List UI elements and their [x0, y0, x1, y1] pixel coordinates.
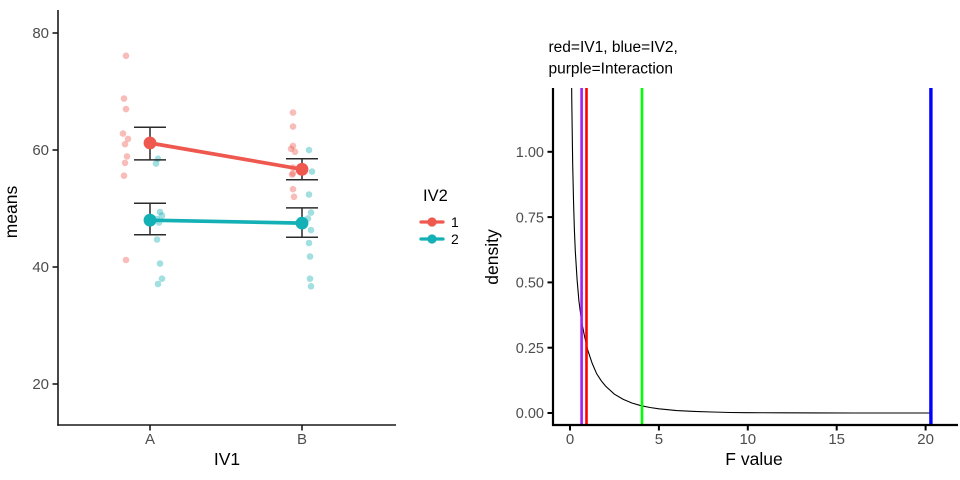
jitter-point — [158, 275, 166, 283]
jitter-point — [287, 145, 295, 153]
jitter-point — [121, 159, 129, 167]
jitter-point — [289, 170, 297, 177]
f-density-plot: 0 5 10 15 20 0.00 0.25 0.50 0.75 1.00 F value densi… — [482, 39, 958, 469]
jitter-point — [156, 260, 164, 267]
plot-title-line: red=IV1, blue=IV2, — [549, 39, 678, 56]
legend-key-point — [427, 234, 437, 244]
mean-point — [295, 162, 309, 176]
plot-title-line: purple=Interaction — [549, 61, 674, 78]
density-curve — [571, 88, 931, 414]
jitter-point — [291, 148, 299, 156]
y-tick-label: 40 — [32, 259, 49, 276]
x-tick-label: B — [297, 431, 307, 448]
jitter-point — [121, 140, 129, 148]
x-tick-label: 0 — [566, 431, 574, 448]
jitter-point — [153, 236, 161, 243]
jitter-point — [290, 193, 298, 201]
y-axis-title: means — [1, 185, 21, 238]
jitter-point — [152, 160, 160, 167]
jitter-point — [120, 95, 128, 102]
legend-item-label: 1 — [451, 214, 459, 230]
x-axis-title: F value — [725, 449, 782, 469]
y-tick-label: 20 — [32, 376, 49, 393]
x-tick-label: 15 — [828, 431, 845, 448]
jitter-point — [288, 171, 296, 178]
jitter-point — [305, 146, 313, 154]
jitter-point — [305, 191, 313, 198]
y-tick-label: 80 — [32, 25, 49, 42]
jitter-point — [289, 185, 297, 193]
jitter-point — [156, 208, 164, 216]
y-tick-label: 0.75 — [516, 210, 544, 226]
series-line — [148, 141, 304, 172]
x-axis-title: IV1 — [214, 449, 240, 469]
jitter-point — [119, 130, 127, 137]
jitter-point — [122, 52, 130, 60]
legend-title: IV2 — [423, 187, 448, 205]
jitter-point — [124, 135, 132, 143]
mean-point — [143, 136, 157, 150]
jitter-point — [120, 172, 128, 179]
jitter-point — [306, 253, 314, 260]
mean-point — [143, 213, 157, 227]
jitter-point — [307, 209, 315, 216]
x-tick-label: 5 — [655, 431, 663, 448]
x-tick-label: 10 — [739, 431, 756, 448]
jitter-point — [307, 283, 315, 290]
jitter-point — [306, 275, 314, 283]
y-tick-label: 0.50 — [516, 276, 544, 292]
jitter-point — [154, 280, 162, 288]
x-tick-label: 20 — [917, 431, 934, 448]
jitter-point — [307, 226, 315, 234]
y-tick-label: 0.00 — [516, 406, 544, 422]
jitter-point — [305, 239, 313, 247]
jitter-point — [289, 123, 297, 130]
mean-point — [295, 216, 309, 230]
series-line — [148, 218, 304, 225]
legend-key-point — [427, 217, 437, 227]
y-tick-label: 1.00 — [516, 145, 544, 161]
y-tick-label: 0.25 — [516, 341, 544, 357]
y-tick-label: 60 — [32, 142, 49, 159]
jitter-point — [122, 256, 130, 264]
x-tick-label: A — [145, 431, 155, 448]
jitter-point — [122, 105, 130, 113]
jitter-point — [158, 212, 166, 219]
jitter-point — [289, 142, 297, 150]
jitter-point — [308, 168, 316, 175]
legend-item-label: 2 — [451, 231, 459, 247]
jitter-point — [289, 109, 297, 116]
y-axis-title: density — [482, 229, 502, 285]
jitter-point — [123, 153, 131, 160]
